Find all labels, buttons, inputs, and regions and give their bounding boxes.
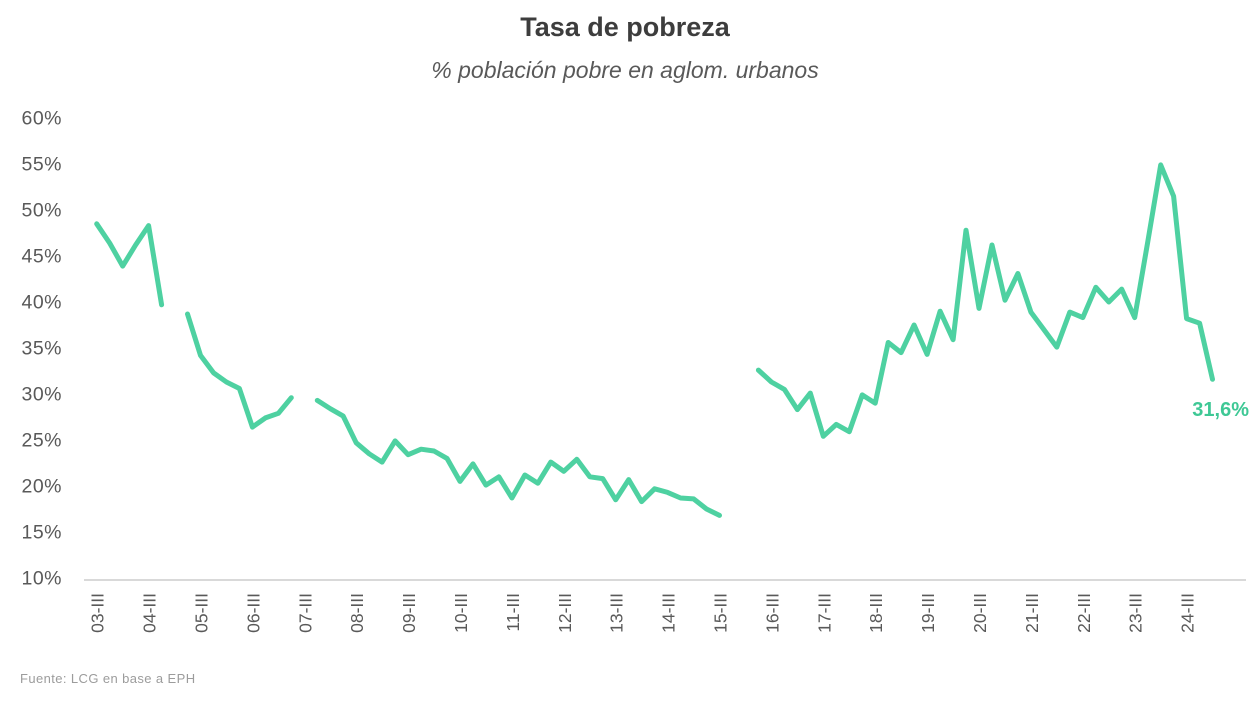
y-tick-label: 55% [21, 154, 62, 176]
x-tick-label: 21-III [1022, 593, 1042, 633]
x-tick-label: 15-III [711, 593, 731, 633]
x-tick-label: 03-III [88, 593, 108, 633]
x-tick-label: 23-III [1126, 593, 1146, 633]
y-tick-label: 35% [21, 338, 62, 360]
y-tick-label: 50% [21, 200, 62, 222]
y-tick-label: 15% [21, 522, 62, 544]
y-tick-label: 40% [21, 292, 62, 314]
x-tick-label: 14-III [659, 593, 679, 633]
x-tick-label: 17-III [814, 593, 834, 633]
poverty-line-segment [755, 162, 1215, 439]
chart-title: Tasa de pobreza [520, 12, 730, 42]
poverty-line-segment [94, 221, 165, 308]
x-tick-label: 04-III [140, 593, 160, 633]
x-tick-label: 13-III [607, 593, 627, 633]
y-tick-label: 30% [21, 384, 62, 406]
x-tick-label: 22-III [1074, 593, 1094, 633]
y-tick-label: 25% [21, 430, 62, 452]
y-tick-label: 45% [21, 246, 62, 268]
x-tick-label: 05-III [192, 593, 212, 633]
x-tick-label: 16-III [762, 593, 782, 633]
y-tick-label: 60% [21, 108, 62, 130]
x-tick-label: 10-III [451, 593, 471, 633]
source-note: Fuente: LCG en base a EPH [20, 671, 196, 686]
chart-subtitle: % población pobre en aglom. urbanos [431, 57, 819, 83]
x-tick-label: 06-III [243, 593, 263, 633]
poverty-line-segment [185, 311, 294, 430]
x-tick-label: 12-III [555, 593, 575, 633]
x-tick-label: 24-III [1178, 593, 1198, 633]
x-tick-label: 08-III [347, 593, 367, 633]
poverty-line-segment [314, 397, 722, 518]
x-tick-label: 18-III [866, 593, 886, 633]
end-value-label: 31,6% [1192, 399, 1249, 421]
x-tick-label: 11-III [503, 593, 523, 632]
x-tick-label: 20-III [970, 593, 990, 633]
x-tick-label: 09-III [399, 593, 419, 633]
x-tick-label: 07-III [295, 593, 315, 633]
y-tick-label: 10% [21, 568, 62, 590]
x-tick-label: 19-III [918, 593, 938, 633]
y-tick-label: 20% [21, 476, 62, 498]
